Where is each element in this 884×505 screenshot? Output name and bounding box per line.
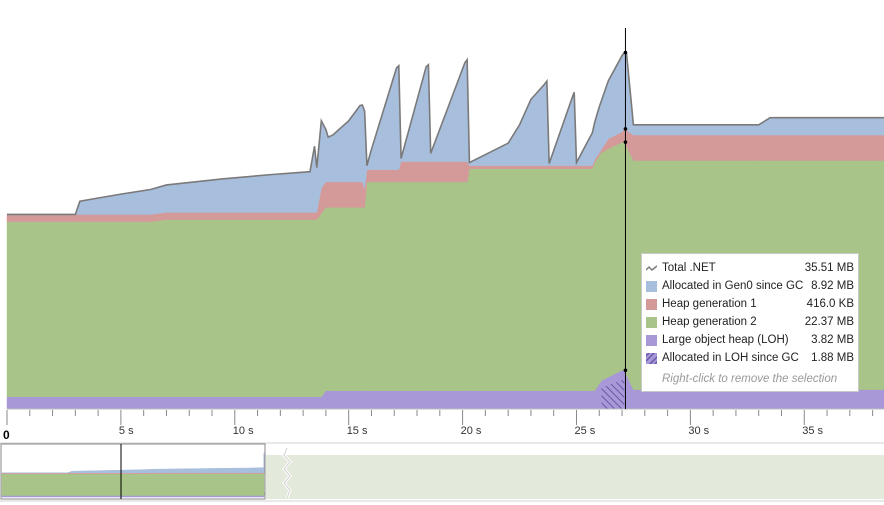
x-tick-label: 15 s (347, 425, 368, 437)
time-cursor[interactable] (623, 28, 628, 409)
hatch-swatch-icon (646, 352, 657, 364)
overview-selection-window[interactable] (0, 443, 266, 500)
legend-label: Heap generation 2 (662, 316, 757, 328)
overview-area-2 (1, 463, 265, 496)
x-tick-label: 25 s (574, 425, 595, 437)
overview-area-4 (2, 452, 265, 474)
x-tick-label: 0 (3, 428, 10, 442)
legend-hint-text: Right-click to remove the selection (662, 373, 838, 385)
legend-value: 35.51 MB (804, 262, 854, 274)
total-net-series-line (7, 51, 884, 216)
loh-since-gc-band (601, 379, 625, 409)
loh-since-gc-hatch (601, 379, 625, 409)
legend-value: 416.0 KB (806, 298, 854, 310)
cursor-marker (623, 368, 628, 373)
overview-area-1 (1, 492, 265, 498)
legend-value: 22.37 MB (804, 316, 854, 328)
cursor-marker (623, 140, 628, 144)
line-swatch-icon (646, 264, 657, 271)
legend-label: Heap generation 1 (662, 298, 757, 310)
chart-legend-tooltip: Total .NET 35.51 MB Allocated in Gen0 si… (641, 253, 859, 392)
legend-row-gen2: Heap generation 2 22.37 MB (646, 314, 854, 330)
x-tick-label: 10 s (233, 425, 254, 437)
legend-value: 1.88 MB (811, 352, 854, 364)
legend-label: Total .NET (662, 262, 716, 274)
legend-label: Allocated in Gen0 since GC (662, 280, 804, 292)
legend-row-total: Total .NET 35.51 MB (646, 260, 854, 276)
fill-swatch-icon (646, 334, 657, 346)
fill-swatch-icon (646, 298, 657, 310)
fill-swatch-icon (646, 280, 657, 292)
legend-row-gen1: Heap generation 1 416.0 KB (646, 296, 854, 312)
legend-value: 3.82 MB (811, 334, 854, 346)
overview-area-3 (1, 462, 265, 475)
legend-row-loh-since-gc: Allocated in LOH since GC 1.88 MB (646, 350, 854, 366)
x-tick-label: 35 s (802, 425, 823, 437)
legend-label: Large object heap (LOH) (662, 334, 789, 346)
legend-label: Allocated in LOH since GC (662, 352, 799, 364)
overview-unrecorded-region (266, 455, 884, 499)
x-tick-label: 20 s (461, 425, 482, 437)
overview-break-mark-outline (283, 447, 291, 499)
x-tick-label: 5 s (119, 425, 134, 437)
cursor-marker (623, 50, 628, 55)
legend-value: 8.92 MB (811, 280, 854, 292)
overview-break-mark (282, 447, 292, 499)
x-axis-ticks: 0 5 s 10 s 15 s 20 s 25 s 30 s 35 s (3, 410, 874, 442)
legend-row-loh: Large object heap (LOH) 3.82 MB (646, 332, 854, 348)
overview-areas (1, 452, 265, 498)
cursor-marker (623, 127, 628, 131)
total-net-line (7, 51, 884, 216)
x-tick-label: 30 s (688, 425, 709, 437)
overview-background (0, 443, 884, 501)
fill-swatch-icon (646, 316, 657, 328)
legend-row-gen0: Allocated in Gen0 since GC 8.92 MB (646, 278, 854, 294)
